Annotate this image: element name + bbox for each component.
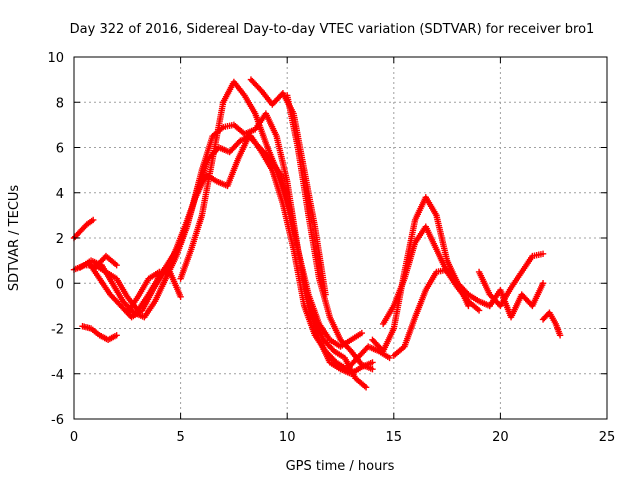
series-markers [486, 280, 547, 321]
y-tick-label: 8 [56, 96, 64, 111]
series-markers [92, 252, 120, 271]
series-markers [284, 92, 376, 373]
x-axis-label: GPS time / hours [286, 459, 395, 474]
grid [74, 57, 607, 419]
series-track-8 [177, 78, 366, 350]
y-tick-label: 10 [47, 51, 64, 66]
series-markers [177, 78, 366, 350]
series-track-16 [539, 309, 564, 339]
chart-title: Day 322 of 2016, Sidereal Day-to-day VTE… [70, 22, 595, 37]
series-markers [79, 323, 120, 344]
series-track-11 [369, 194, 472, 355]
series-track-4 [79, 323, 120, 344]
series-markers [369, 194, 472, 355]
y-tick-label: 6 [56, 142, 64, 157]
axis-ticks: 0 5 10 15 20 25 -6 -4 -2 0 2 4 6 8 10 [47, 51, 615, 445]
x-tick-label: 5 [176, 430, 184, 445]
y-tick-label: 0 [56, 277, 64, 292]
x-tick-label: 15 [386, 430, 403, 445]
x-tick-label: 25 [599, 430, 616, 445]
series-markers [539, 309, 564, 339]
y-tick-label: 4 [56, 187, 64, 202]
x-tick-label: 0 [70, 430, 78, 445]
data-series [70, 76, 564, 391]
x-tick-label: 10 [279, 430, 296, 445]
x-tick-label: 20 [492, 430, 509, 445]
series-track-7 [124, 268, 184, 316]
series-track-15 [486, 280, 547, 321]
y-axis-label: SDTVAR / TECUs [7, 185, 22, 292]
series-track-6 [92, 252, 120, 271]
series-track-10 [284, 92, 376, 373]
series-markers [390, 266, 493, 359]
y-tick-label: -4 [51, 368, 64, 383]
series-track-13 [390, 266, 493, 359]
y-tick-label: -2 [51, 323, 64, 338]
y-tick-label: 2 [56, 232, 64, 247]
y-tick-label: -6 [51, 413, 64, 428]
series-markers [124, 268, 184, 316]
